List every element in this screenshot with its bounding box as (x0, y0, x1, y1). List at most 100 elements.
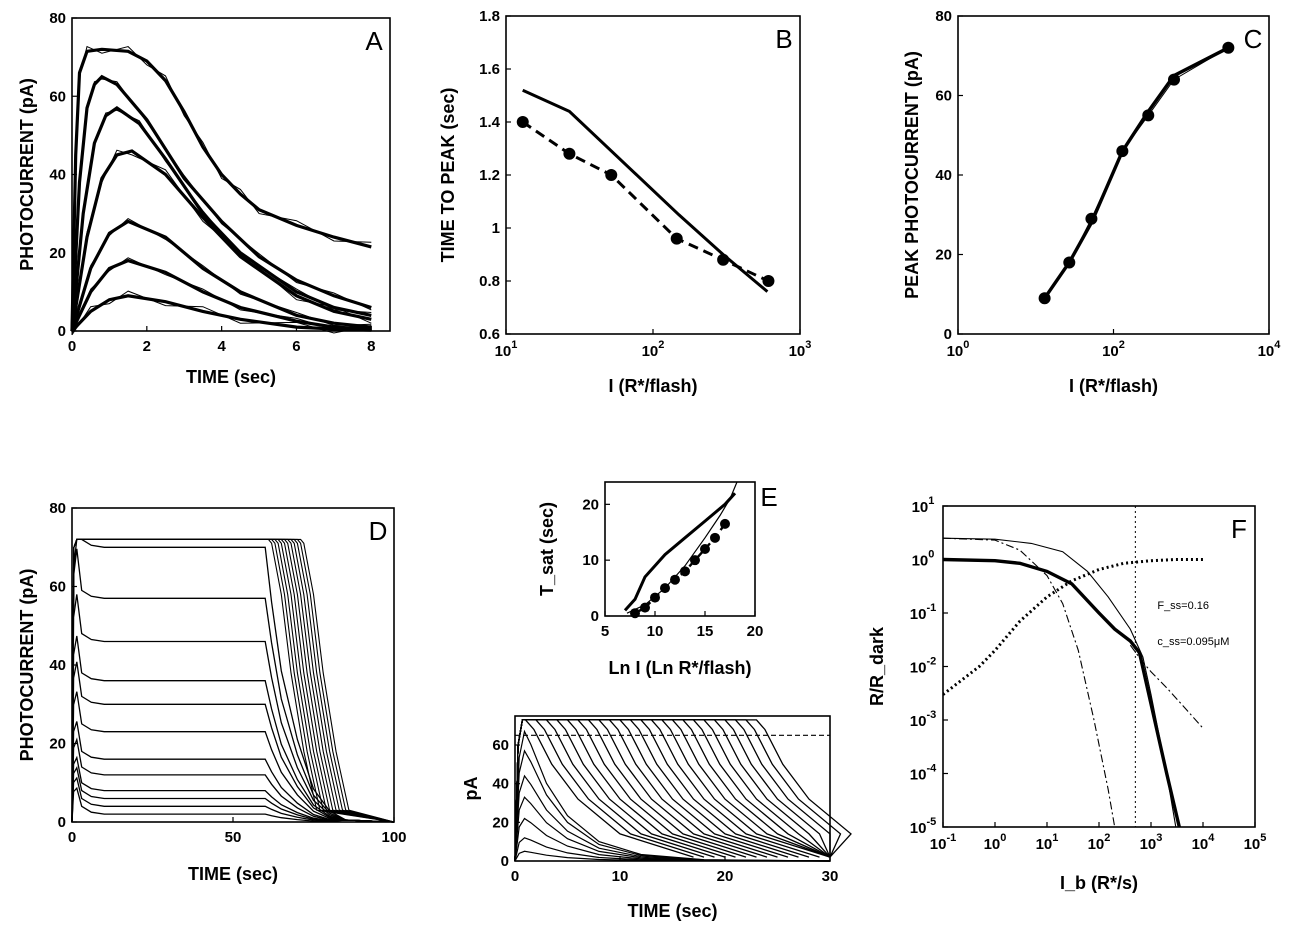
panel-f-xtick-label: 102 (1088, 832, 1111, 853)
series-line (71, 594, 395, 823)
panel-a-ytick-label: 20 (49, 245, 66, 262)
panel-f-ytick-label: 10-2 (910, 656, 936, 677)
panel-e-inset-frame (514, 715, 831, 862)
panel-c-ytick-label: 40 (935, 167, 952, 184)
data-point (516, 116, 529, 128)
panel-letter-C: C (1244, 24, 1263, 54)
panel-f-ylabel: R/R_dark (867, 626, 887, 706)
panel-f-ytick-label: 10-3 (910, 709, 936, 730)
data-point (670, 232, 683, 245)
series-line (70, 74, 372, 332)
panel-b-ytick-label: 1.2 (479, 167, 500, 184)
data-point (1222, 41, 1235, 54)
panel-a-xtick-label: 6 (292, 338, 300, 355)
panel-d-ylabel: PHOTOCURRENT (pA) (17, 569, 37, 762)
panel-c-ytick-label: 60 (935, 88, 952, 105)
panel-f-ytick-label: 10-5 (910, 816, 936, 837)
series-data-trace (71, 257, 372, 334)
panel-c-ytick-label: 20 (935, 247, 952, 264)
data-point (720, 518, 730, 529)
panel-e-frame (604, 481, 756, 617)
series-line (71, 548, 395, 823)
data-point (640, 602, 650, 613)
panel-a-ytick-label: 40 (49, 167, 66, 184)
panel-a-ytick-label: 0 (58, 323, 66, 340)
series-saturated-line (514, 719, 852, 862)
series-line (71, 635, 395, 823)
panel-a-xtick-label: 4 (217, 338, 226, 355)
series-data-trace (71, 78, 372, 334)
panel-d-ytick-label: 60 (49, 579, 66, 596)
panel-f-ytick-label: 101 (912, 495, 935, 516)
series-model-line (623, 492, 737, 612)
data-point (700, 544, 710, 554)
panel-e: 5 10 15 20 0 10 20 Ln I (Ln R*/flash) T_sat (sec… (537, 481, 778, 678)
series-saturated-line (514, 719, 726, 862)
series-thin-line (626, 481, 738, 614)
series-line (71, 661, 395, 823)
panel-d-ytick-label: 40 (49, 657, 66, 674)
panel-d-ytick-label: 20 (49, 736, 66, 753)
panel-letter-E: E (760, 482, 777, 512)
series-data-line (634, 523, 726, 615)
panel-a-ytick-label: 60 (49, 88, 66, 105)
panel-a-xtick-label: 0 (68, 338, 76, 355)
series-data-trace (71, 109, 372, 334)
panel-a-ylabel: PHOTOCURRENT (pA) (17, 78, 37, 271)
panel-e-inset: 0 10 20 30 0 20 40 60 TIME (sec) pA (461, 715, 852, 921)
data-point (1168, 73, 1181, 86)
panel-b-xtick-label: 101 (495, 339, 518, 360)
series-data-trace (71, 217, 372, 334)
panel-f-ytick-label: 10-4 (910, 763, 937, 784)
panel-e-ylabel: T_sat (sec) (537, 502, 557, 596)
data-point (650, 592, 660, 603)
series-line (514, 817, 831, 862)
series-line (70, 47, 372, 332)
panel-a-ytick-label: 80 (49, 10, 66, 27)
series-data-trace (71, 45, 372, 335)
data-point (710, 532, 720, 543)
series-data-trace (71, 149, 372, 335)
panel-e-inset-xtick-label: 30 (822, 868, 839, 885)
panel-d: 0 50 100 0 20 40 60 80 TIME (sec) PHOTOCURRENT (p… (17, 500, 407, 884)
panel-f-xtick-label: 100 (984, 832, 1007, 853)
panel-e-inset-xtick-label: 10 (612, 868, 629, 885)
panel-e-xtick-label: 10 (647, 623, 664, 640)
series-model-line (522, 88, 769, 293)
panel-f-xlabel: I_b (R*/s) (1060, 873, 1138, 893)
panel-a-xtick-label: 8 (367, 338, 375, 355)
panel-f-frame (942, 505, 1256, 828)
panel-e-ytick-label: 0 (591, 608, 599, 625)
panel-d-ytick-label: 80 (49, 500, 66, 517)
panel-letter-A: A (365, 26, 383, 56)
panel-f-ytick-label: 100 (912, 549, 935, 570)
data-point (1085, 212, 1098, 225)
series-line (943, 537, 1177, 827)
panel-letter-F: F (1231, 514, 1247, 544)
panel-f: 10-1 100 101 102 103 104 105 10-5 10-4 10-3 10-2 10… (867, 495, 1266, 893)
panel-letter-D: D (369, 516, 388, 546)
panel-e-ytick-label: 20 (582, 496, 599, 513)
panel-b-ytick-label: 0.6 (479, 326, 500, 343)
data-point (563, 147, 576, 160)
panel-e-inset-xlabel: TIME (sec) (627, 901, 717, 921)
panel-e-xtick-label: 5 (601, 623, 609, 640)
panel-b-ylabel: TIME TO PEAK (sec) (438, 88, 458, 263)
panel-e-inset-ytick-label: 40 (492, 776, 509, 793)
panel-e-xtick-label: 20 (747, 623, 764, 640)
panel-e-inset-ytick-label: 60 (492, 737, 509, 754)
series-line (71, 737, 395, 823)
panel-b-frame (505, 15, 801, 335)
panel-a-frame (71, 17, 391, 332)
panel-b-xtick-label: 103 (789, 339, 812, 360)
panel-c-ytick-label: 0 (944, 326, 952, 343)
series-line (71, 691, 395, 823)
series-data-line (521, 120, 770, 283)
panel-b-ytick-label: 0.8 (479, 273, 500, 290)
panel-b-xtick-label: 102 (642, 339, 665, 360)
data-point (1038, 292, 1051, 305)
series-line (943, 558, 1203, 696)
panel-c-xlabel: I (R*/flash) (1069, 376, 1158, 396)
